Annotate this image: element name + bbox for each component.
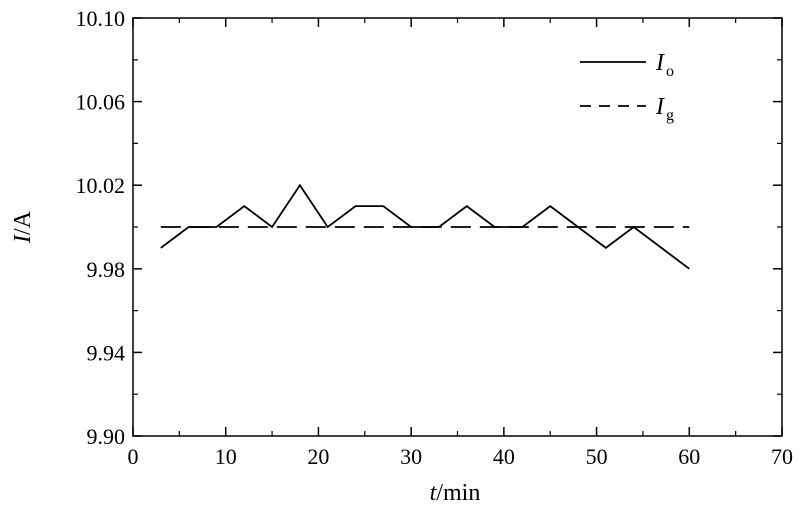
x-tick-label-50: 50 [586,444,608,469]
y-tick-label-10.10: 10.10 [76,6,126,31]
y-tick-label-9.98: 9.98 [87,257,126,282]
x-tick-label-20: 20 [307,444,329,469]
x-tick-label-40: 40 [493,444,515,469]
y-axis-title: I/A [10,210,36,244]
y-tick-label-9.94: 9.94 [87,340,126,365]
x-tick-label-30: 30 [400,444,422,469]
y-tick-label-10.06: 10.06 [76,90,126,115]
y-tick-label-10.02: 10.02 [76,173,126,198]
y-tick-label-9.90: 9.90 [87,424,126,449]
x-tick-label-60: 60 [678,444,700,469]
x-tick-label-70: 70 [771,444,793,469]
x-tick-label-10: 10 [215,444,237,469]
x-axis-title: t/min [430,480,481,506]
axes-group: 0 10 20 30 40 50 60 70 9.90 9.94 9.98 10.02 10.06 10.… [76,6,794,469]
series-layer [160,183,690,270]
x-tick-label-0: 0 [128,444,139,469]
